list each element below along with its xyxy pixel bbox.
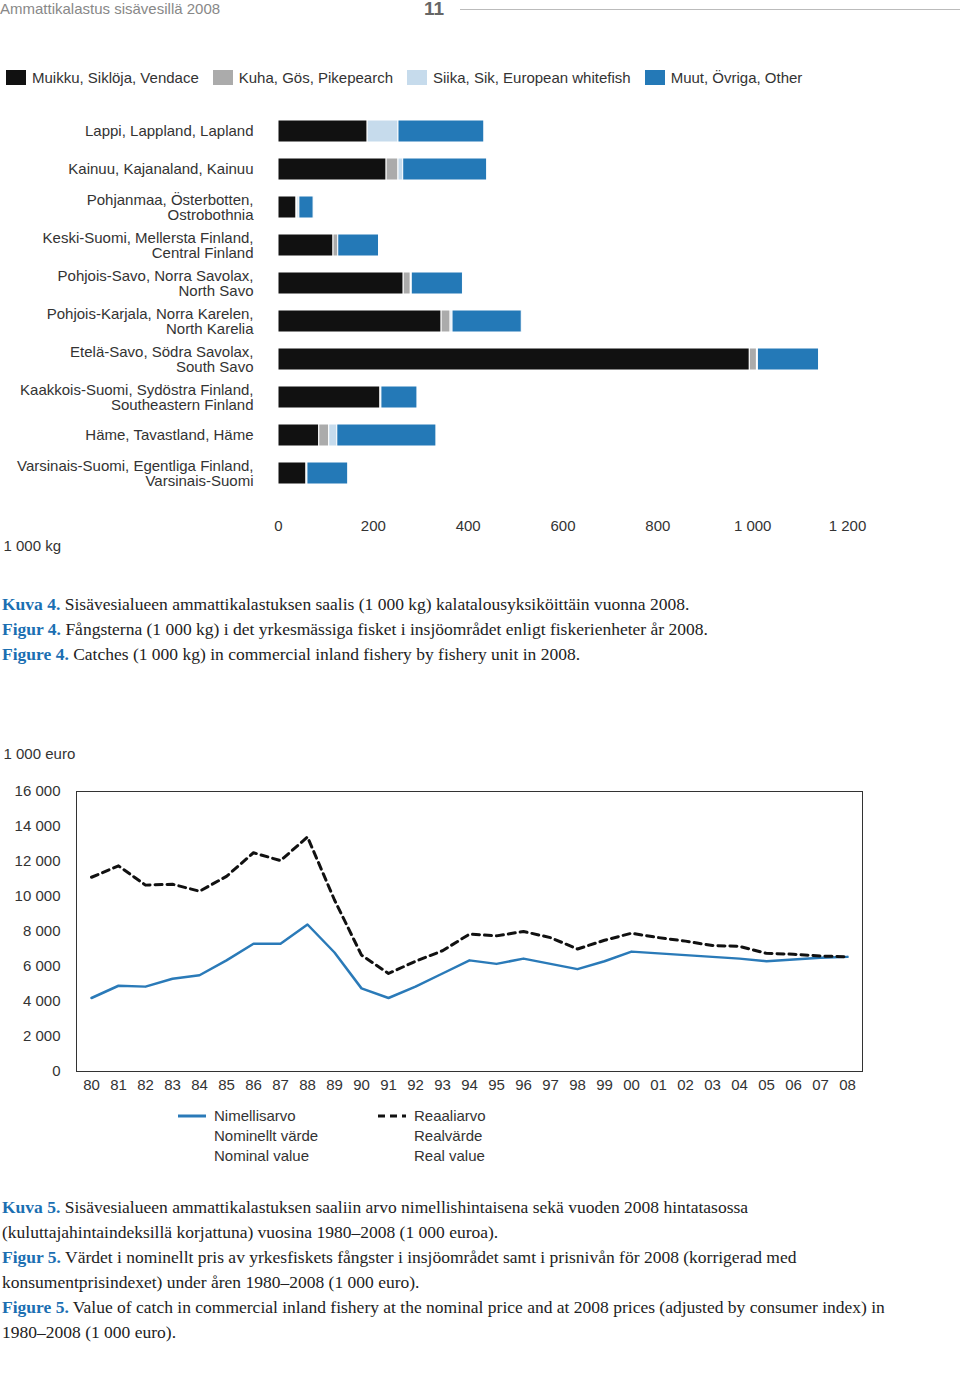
svg-text:6 000: 6 000 (23, 957, 61, 974)
svg-text:Etelä-Savo, Södra Savolax,Sout: Etelä-Savo, Södra Savolax,South Savo (70, 343, 253, 375)
svg-text:Lappi, Lappland, Lapland: Lappi, Lappland, Lapland (85, 122, 254, 139)
svg-text:1 000 euro: 1 000 euro (4, 745, 76, 762)
svg-text:07: 07 (812, 1076, 829, 1093)
svg-text:8 000: 8 000 (23, 922, 61, 939)
svg-text:84: 84 (191, 1076, 208, 1093)
svg-text:400: 400 (456, 517, 481, 534)
svg-text:93: 93 (434, 1076, 451, 1093)
svg-text:1 000 kg: 1 000 kg (4, 537, 62, 554)
svg-text:89: 89 (326, 1076, 343, 1093)
svg-text:06: 06 (785, 1076, 802, 1093)
svg-text:Kaakkois-Suomi, Sydöstra Finla: Kaakkois-Suomi, Sydöstra Finland,Southea… (20, 381, 253, 413)
svg-text:04: 04 (731, 1076, 748, 1093)
svg-text:Häme, Tavastland, Häme: Häme, Tavastland, Häme (85, 426, 253, 443)
svg-text:96: 96 (515, 1076, 532, 1093)
html-text:Figure 5. Value of catch in co: Figure 5. Value of catch in commercial i… (2, 1297, 885, 1342)
svg-text:08: 08 (839, 1076, 856, 1093)
svg-text:98: 98 (569, 1076, 586, 1093)
svg-text:85: 85 (218, 1076, 235, 1093)
svg-text:16 000: 16 000 (15, 782, 61, 799)
svg-text:0: 0 (274, 517, 282, 534)
svg-text:88: 88 (299, 1076, 316, 1093)
svg-text:Keski-Suomi, Mellersta Finland: Keski-Suomi, Mellersta Finland,Central F… (43, 229, 254, 261)
svg-text:Varsinais-Suomi, Egentliga Fin: Varsinais-Suomi, Egentliga Finland,Varsi… (17, 457, 254, 489)
svg-text:1 200: 1 200 (829, 517, 867, 534)
svg-text:80: 80 (83, 1076, 100, 1093)
svg-text:90: 90 (353, 1076, 370, 1093)
html-text:Muut, Övriga, Other: Muut, Övriga, Other (670, 69, 803, 86)
svg-text:0: 0 (52, 1062, 60, 1079)
svg-text:Kainuu, Kajanaland, Kainuu: Kainuu, Kajanaland, Kainuu (68, 160, 253, 177)
svg-text:03: 03 (704, 1076, 721, 1093)
svg-text:200: 200 (361, 517, 386, 534)
svg-text:99: 99 (596, 1076, 613, 1093)
svg-text:12 000: 12 000 (15, 852, 61, 869)
svg-text:97: 97 (542, 1076, 559, 1093)
html-text:Nimellisarvo Nominellt värde N: Nimellisarvo Nominellt värde Nominal val… (214, 1107, 319, 1164)
svg-text:00: 00 (623, 1076, 640, 1093)
svg-text:92: 92 (407, 1076, 424, 1093)
html-text:Muikku, Siklöja, Vendace: Muikku, Siklöja, Vendace (32, 69, 199, 86)
svg-text:800: 800 (645, 517, 670, 534)
html-text:Kuva 4. Sisävesialueen ammatti: Kuva 4. Sisävesialueen ammattikalastukse… (2, 594, 690, 614)
html-text:Kuva 5. Sisävesialueen ammatti: Kuva 5. Sisävesialueen ammattikalastukse… (2, 1197, 748, 1242)
svg-text:Pohjanmaa, Österbotten,Ostrobo: Pohjanmaa, Österbotten,Ostrobothnia (87, 191, 254, 223)
html-text:Figure 4. Catches (1 000 kg) i: Figure 4. Catches (1 000 kg) in commerci… (2, 644, 580, 664)
svg-text:2 000: 2 000 (23, 1027, 61, 1044)
svg-text:10 000: 10 000 (15, 887, 61, 904)
svg-text:91: 91 (380, 1076, 397, 1093)
svg-text:82: 82 (137, 1076, 154, 1093)
svg-text:86: 86 (245, 1076, 262, 1093)
svg-text:81: 81 (110, 1076, 127, 1093)
svg-text:Pohjois-Karjala, Norra Karelen: Pohjois-Karjala, Norra Karelen,North Kar… (47, 305, 254, 337)
svg-text:02: 02 (677, 1076, 694, 1093)
svg-text:1 000: 1 000 (734, 517, 772, 534)
svg-text:600: 600 (550, 517, 575, 534)
html-text:Siika, Sik, European whitefish: Siika, Sik, European whitefish (433, 69, 631, 86)
html-text:Figur 5. Värdet i nominellt pr: Figur 5. Värdet i nominellt pris av yrke… (2, 1247, 797, 1292)
svg-text:14 000: 14 000 (15, 817, 61, 834)
svg-text:Pohjois-Savo, Norra Savolax,No: Pohjois-Savo, Norra Savolax,North Savo (58, 267, 254, 299)
svg-text:83: 83 (164, 1076, 181, 1093)
svg-text:95: 95 (488, 1076, 505, 1093)
svg-text:05: 05 (758, 1076, 775, 1093)
html-text:Kuha, Gös, Pikepearch: Kuha, Gös, Pikepearch (238, 69, 393, 86)
svg-text:01: 01 (650, 1076, 667, 1093)
html-text:Ammattikalastus sisävesillä 20: Ammattikalastus sisävesillä 2008 (0, 0, 221, 17)
html-text:Reaaliarvo Realvärde Real valu: Reaaliarvo Realvärde Real value (414, 1107, 486, 1164)
html-text:Figur 4. Fångsterna (1 000 kg): Figur 4. Fångsterna (1 000 kg) i det yrk… (2, 619, 708, 639)
svg-text:94: 94 (461, 1076, 478, 1093)
svg-text:4 000: 4 000 (23, 992, 61, 1009)
svg-text:87: 87 (272, 1076, 289, 1093)
